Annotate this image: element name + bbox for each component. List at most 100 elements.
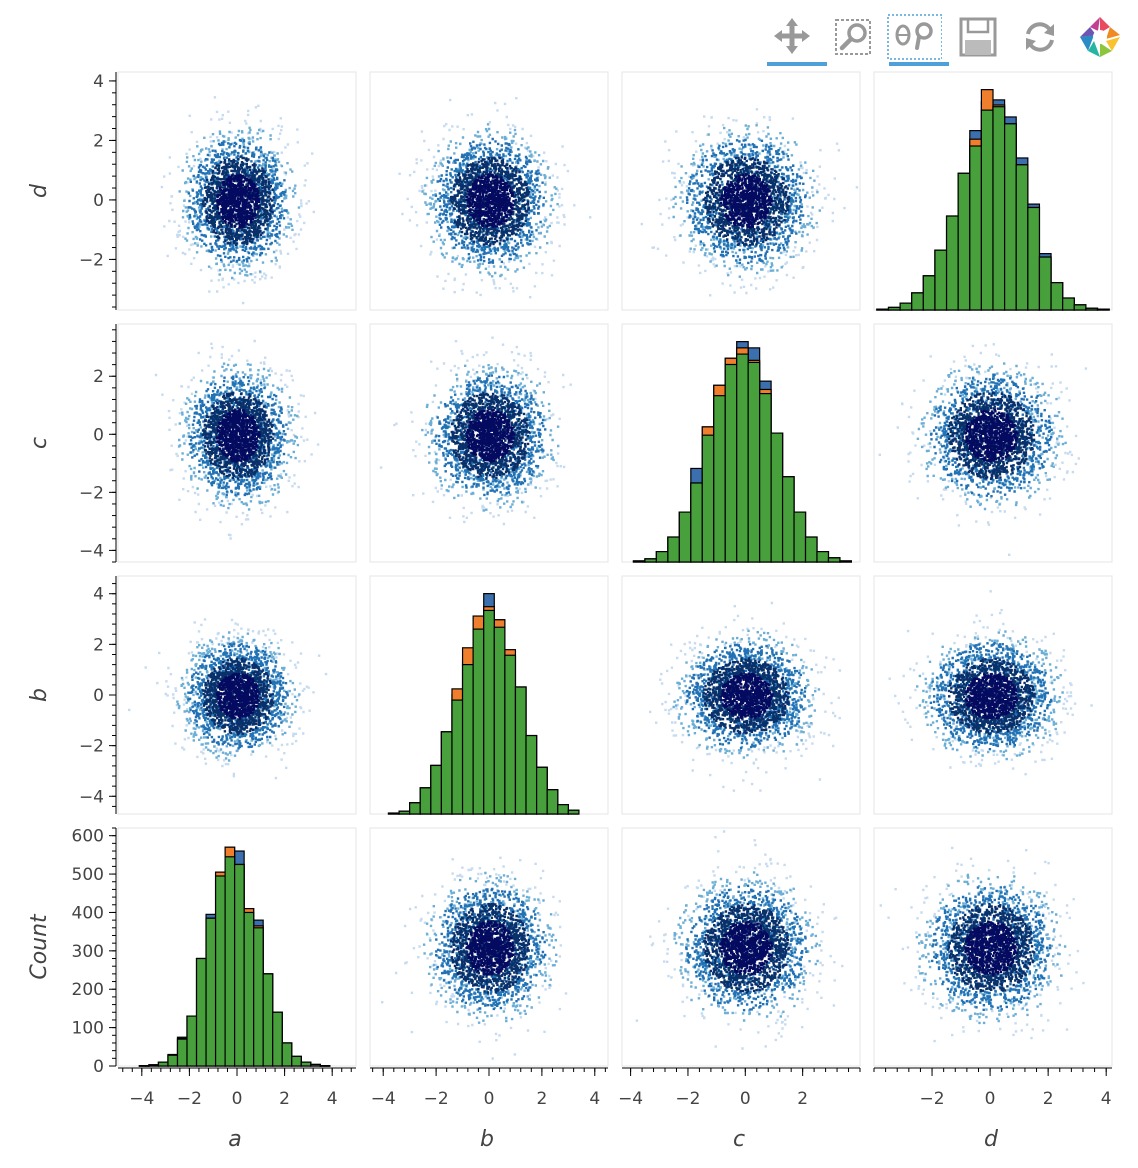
histogram-bar	[876, 308, 890, 311]
y-tick-label: −2	[79, 483, 104, 503]
density-cells-level-3	[702, 902, 791, 994]
histogram-bar	[1085, 307, 1099, 311]
bokeh-logo-icon	[1080, 17, 1120, 57]
histogram-bar	[148, 1064, 160, 1067]
density-cells-level-3	[201, 391, 275, 480]
box-zoom-tool[interactable]	[826, 14, 882, 66]
histogram-bar	[632, 560, 646, 563]
x-axis-label: c	[733, 1127, 745, 1152]
histogram-bar	[546, 789, 559, 815]
y-axis-label: d	[27, 183, 52, 198]
histogram-bar	[195, 957, 207, 1067]
histogram-bar	[253, 927, 264, 1067]
panel-Count-vs-d	[873, 827, 1113, 1067]
histogram-bar	[1038, 256, 1052, 311]
density-heatmap	[878, 343, 1088, 556]
histogram-bar	[992, 106, 1006, 311]
x-tick-label: 0	[740, 1089, 751, 1109]
histogram-bar	[409, 802, 421, 815]
bokeh-logo[interactable]	[1072, 14, 1128, 66]
y-tick-label: 0	[93, 425, 104, 445]
histogram-bar	[291, 1055, 302, 1067]
y-axis-c: −4 −2 0 2 c	[27, 324, 117, 563]
histogram-bar	[655, 551, 669, 563]
x-tick-label: −2	[424, 1089, 449, 1109]
panel-frame	[621, 575, 861, 815]
histogram-bar	[1096, 308, 1110, 311]
density-cells-level-3	[702, 657, 790, 735]
y-axis-d: −2 0 2 4 d	[27, 72, 117, 310]
density-heatmap	[154, 339, 320, 540]
density-heatmap	[127, 618, 328, 780]
x-axis-label: b	[480, 1127, 494, 1152]
reset-tool[interactable]	[1012, 14, 1068, 66]
x-tick-label: 4	[1101, 1089, 1112, 1109]
histogram-bar	[504, 654, 517, 815]
density-heatmap	[640, 108, 859, 297]
histogram-bar	[493, 626, 506, 815]
pan-tool[interactable]	[764, 14, 827, 66]
histogram-bar	[816, 551, 830, 563]
panel-b-vs-d	[873, 575, 1113, 815]
y-tick-label: 500	[72, 865, 104, 885]
wheel-zoom-tool[interactable]	[886, 14, 949, 66]
histogram-bar	[310, 1063, 321, 1067]
histogram-bar	[1050, 282, 1064, 311]
histogram-bar	[724, 363, 738, 563]
y-tick-label: 300	[72, 942, 104, 962]
histogram-bar	[243, 911, 255, 1067]
histogram-bar	[419, 787, 432, 815]
density-heatmap	[649, 601, 842, 792]
histogram-bar	[770, 432, 784, 563]
x-tick-label: −4	[618, 1089, 643, 1109]
density-heatmap	[379, 336, 572, 526]
pan-icon	[774, 18, 810, 54]
histogram-bar	[793, 511, 807, 563]
histogram-bar	[701, 434, 715, 563]
histogram-bar	[667, 536, 680, 563]
density-cells-level-0	[381, 856, 568, 1060]
density-cells-level-3	[201, 155, 275, 246]
histogram-bar	[827, 557, 841, 563]
histogram-bar	[262, 973, 274, 1067]
histogram-bar	[472, 628, 485, 815]
histogram-bar	[804, 536, 818, 563]
density-cells-level-4	[964, 672, 1019, 720]
histogram-bar	[1015, 164, 1029, 311]
save-icon	[959, 17, 997, 57]
save-tool[interactable]	[950, 14, 1006, 66]
y-tick-label: 2	[93, 367, 104, 387]
density-heatmap	[381, 856, 568, 1060]
y-tick-label: −4	[79, 541, 104, 561]
panel-Count-vs-c	[621, 827, 861, 1067]
y-tick-label: 0	[93, 686, 104, 706]
y-tick-label: −2	[79, 250, 104, 270]
histogram-bar	[319, 1065, 331, 1067]
y-tick-label: 2	[93, 635, 104, 655]
histogram-bar	[887, 306, 901, 311]
density-cells-level-4	[964, 921, 1019, 977]
histogram-bar	[1073, 304, 1087, 311]
density-heatmap	[398, 97, 592, 299]
hist-series-3	[387, 609, 580, 815]
y-tick-label: 0	[93, 191, 104, 211]
reset-icon	[1026, 22, 1054, 52]
hist-series-3	[876, 106, 1110, 311]
density-cells-level-1	[672, 629, 821, 759]
histogram-bar	[922, 275, 936, 311]
x-tick-label: 0	[985, 1089, 996, 1109]
histogram-bar	[272, 1011, 283, 1067]
density-cells-level-2	[685, 884, 808, 1012]
density-cells-level-4	[719, 173, 773, 229]
x-tick-label: −4	[129, 1089, 154, 1109]
y-axis-b: −4 −2 0 2 4 b	[27, 576, 117, 814]
y-axis-Count: 0 100 200 300 400 500 600 Count	[27, 827, 117, 1077]
panel-c-vs-c	[621, 323, 861, 563]
y-tick-label: 100	[72, 1019, 104, 1039]
histogram-bar	[736, 353, 749, 563]
histogram-bar	[969, 145, 982, 311]
density-cells-level-2	[434, 137, 545, 264]
histogram-bar	[945, 215, 959, 311]
density-cells-level-4	[465, 408, 516, 463]
density-cells-level-4	[465, 920, 515, 976]
